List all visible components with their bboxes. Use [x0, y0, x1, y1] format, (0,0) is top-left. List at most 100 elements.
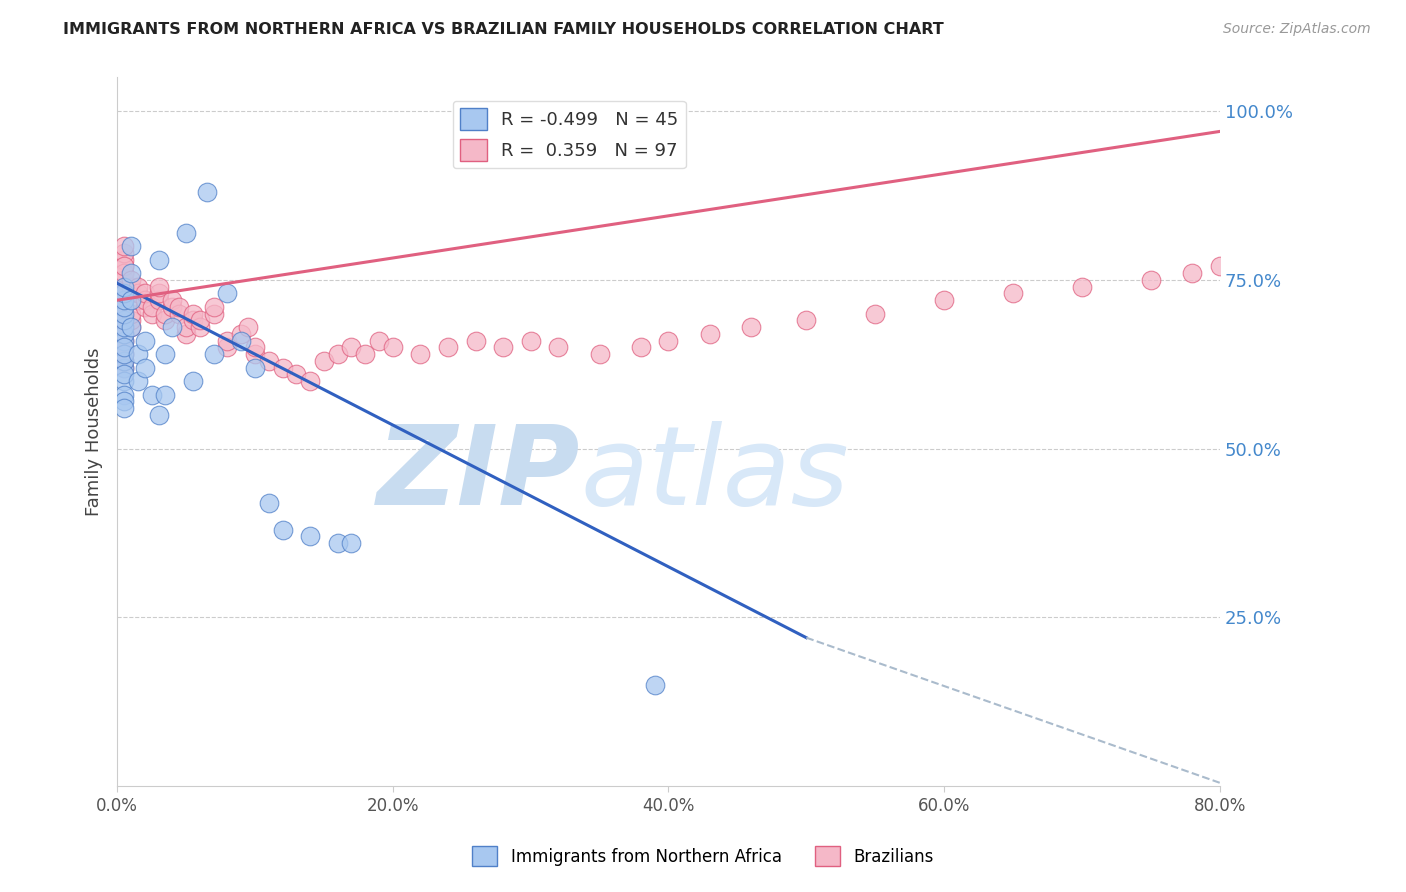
- Point: [794, 313, 817, 327]
- Point: [202, 300, 225, 314]
- Point: [112, 340, 135, 354]
- Point: [243, 347, 266, 361]
- Point: [112, 286, 135, 301]
- Point: [155, 387, 177, 401]
- Point: [409, 347, 432, 361]
- Point: [112, 313, 135, 327]
- Point: [231, 334, 253, 348]
- Point: [112, 279, 135, 293]
- Point: [299, 374, 322, 388]
- Point: [112, 374, 135, 388]
- Point: [112, 279, 135, 293]
- Point: [217, 340, 239, 354]
- Point: [162, 293, 184, 308]
- Point: [285, 368, 308, 382]
- Point: [354, 347, 377, 361]
- Point: [155, 307, 177, 321]
- Point: [120, 279, 142, 293]
- Point: [112, 354, 135, 368]
- Point: [181, 374, 204, 388]
- Point: [181, 313, 204, 327]
- Point: [112, 307, 135, 321]
- Point: [195, 185, 218, 199]
- Legend: R = -0.499   N = 45, R =  0.359   N = 97: R = -0.499 N = 45, R = 0.359 N = 97: [453, 101, 686, 169]
- Point: [162, 300, 184, 314]
- Point: [112, 300, 135, 314]
- Point: [112, 260, 135, 274]
- Point: [1278, 246, 1301, 260]
- Point: [112, 300, 135, 314]
- Point: [112, 293, 135, 308]
- Point: [148, 252, 170, 267]
- Point: [112, 394, 135, 409]
- Point: [202, 347, 225, 361]
- Point: [299, 529, 322, 543]
- Point: [112, 260, 135, 274]
- Text: atlas: atlas: [581, 421, 849, 528]
- Point: [112, 360, 135, 375]
- Point: [112, 313, 135, 327]
- Point: [112, 360, 135, 375]
- Point: [112, 252, 135, 267]
- Point: [863, 307, 886, 321]
- Point: [127, 374, 149, 388]
- Point: [174, 326, 197, 341]
- Point: [271, 360, 294, 375]
- Point: [368, 334, 391, 348]
- Point: [217, 286, 239, 301]
- Text: IMMIGRANTS FROM NORTHERN AFRICA VS BRAZILIAN FAMILY HOUSEHOLDS CORRELATION CHART: IMMIGRANTS FROM NORTHERN AFRICA VS BRAZI…: [63, 22, 943, 37]
- Point: [120, 286, 142, 301]
- Point: [644, 678, 666, 692]
- Point: [120, 266, 142, 280]
- Point: [588, 347, 610, 361]
- Point: [1181, 266, 1204, 280]
- Point: [188, 313, 211, 327]
- Point: [148, 279, 170, 293]
- Point: [112, 320, 135, 334]
- Point: [112, 279, 135, 293]
- Point: [134, 360, 156, 375]
- Point: [162, 320, 184, 334]
- Point: [120, 320, 142, 334]
- Point: [657, 334, 679, 348]
- Point: [174, 320, 197, 334]
- Point: [217, 334, 239, 348]
- Point: [127, 293, 149, 308]
- Point: [127, 286, 149, 301]
- Point: [1070, 279, 1092, 293]
- Point: [112, 293, 135, 308]
- Point: [1209, 260, 1232, 274]
- Point: [120, 313, 142, 327]
- Point: [155, 313, 177, 327]
- Point: [127, 279, 149, 293]
- Point: [271, 523, 294, 537]
- Point: [932, 293, 955, 308]
- Point: [112, 326, 135, 341]
- Point: [167, 300, 190, 314]
- Point: [381, 340, 404, 354]
- Point: [112, 313, 135, 327]
- Point: [112, 320, 135, 334]
- Point: [112, 326, 135, 341]
- Point: [1250, 252, 1272, 267]
- Point: [120, 273, 142, 287]
- Point: [112, 286, 135, 301]
- Point: [134, 334, 156, 348]
- Point: [492, 340, 515, 354]
- Point: [120, 239, 142, 253]
- Point: [231, 326, 253, 341]
- Point: [134, 293, 156, 308]
- Point: [236, 320, 259, 334]
- Point: [141, 307, 163, 321]
- Point: [112, 307, 135, 321]
- Point: [112, 239, 135, 253]
- Point: [120, 307, 142, 321]
- Point: [112, 246, 135, 260]
- Point: [134, 286, 156, 301]
- Point: [167, 307, 190, 321]
- Point: [120, 320, 142, 334]
- Point: [326, 347, 349, 361]
- Point: [174, 226, 197, 240]
- Point: [340, 340, 363, 354]
- Point: [134, 300, 156, 314]
